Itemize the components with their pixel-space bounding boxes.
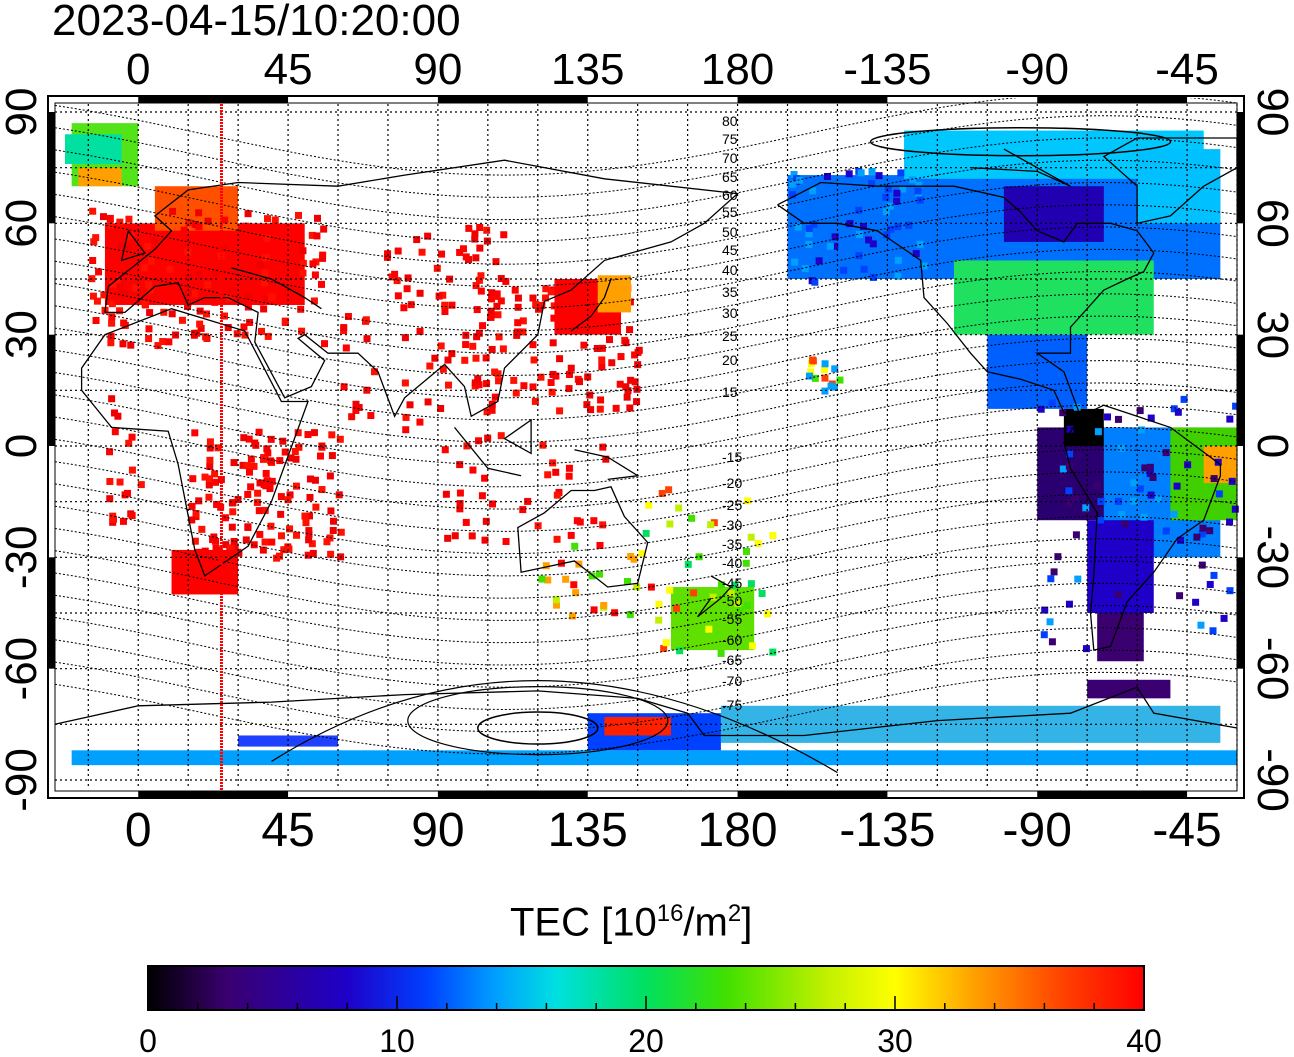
right-lat-label: 90 [1248,88,1294,137]
bottom-longitude-axis: 0 45 90 135 180 -135 -90 -45 [125,804,1222,857]
bottom-lon-label: 45 [261,804,314,857]
tec-data-layer [64,123,1240,766]
timestamp-title: 2023-04-15/10:20:00 [52,0,461,45]
contour-label: 70 [722,150,738,166]
contour-label: -20 [722,475,742,491]
map-frame [47,95,1245,799]
contour-label: 20 [722,352,738,368]
contour-label: 45 [722,242,738,258]
colorbar-tick-label: 20 [628,1023,664,1057]
bottom-lon-label: -135 [839,804,935,857]
contour-label: -25 [722,497,742,513]
contour-label: -35 [722,536,742,552]
bottom-lon-label: 90 [411,804,464,857]
top-longitude-axis: 0 45 90 135 180 -135 -90 -45 [126,45,1219,94]
contour-label: -15 [722,449,742,465]
map-frame-inner [54,102,1238,792]
bottom-lon-label: 0 [125,804,152,857]
top-lon-label: -90 [1005,45,1069,94]
right-lat-label: 30 [1248,310,1294,359]
contour-label: 55 [722,204,738,220]
contour-label: -55 [722,611,742,627]
left-lat-label: -60 [0,637,46,701]
right-lat-label: -60 [1248,637,1294,701]
contour-label: 15 [722,384,738,400]
contour-label: 35 [722,284,738,300]
top-lon-label: 0 [126,45,150,94]
colorbar-tick-label: 10 [379,1023,415,1057]
bottom-lon-label: 135 [548,804,628,857]
bottom-lon-label: -90 [1003,804,1072,857]
top-lon-label: -135 [843,45,931,94]
right-lat-label: 0 [1248,434,1294,458]
top-lon-label: 180 [701,45,774,94]
contour-label: 40 [722,262,738,278]
top-lon-label: 90 [413,45,462,94]
contour-label: -60 [722,632,742,648]
contour-label: -65 [722,652,742,668]
right-lat-label: 60 [1248,199,1294,248]
bottom-lon-label: 180 [698,804,778,857]
right-latitude-axis: 90 60 30 0 -30 -60 -90 [1248,88,1294,812]
left-lat-label: -90 [0,748,46,812]
contour-label: -40 [722,555,742,571]
left-lat-label: 60 [0,199,46,248]
colorbar-tick-label: 0 [139,1023,157,1057]
colorbar-tick-label: 30 [877,1023,913,1057]
graticule [55,104,1238,788]
left-lat-label: 0 [0,434,46,458]
contour-label: 60 [722,187,738,203]
contour-label: -50 [722,593,742,609]
right-lat-label: -30 [1248,526,1294,590]
colorbar-tick-label: 40 [1126,1023,1162,1057]
contour-label: -75 [722,697,742,713]
contour-label: 30 [722,305,738,321]
contour-label: -30 [722,517,742,533]
top-lon-label: 45 [264,45,313,94]
contour-label: -45 [722,575,742,591]
colorbar-tick-labels: 0 10 20 30 40 [139,1023,1162,1057]
contour-label: 25 [722,328,738,344]
top-lon-label: 135 [551,45,624,94]
colorbar-ticks [147,996,1145,1010]
colorbar-title: TEC [1016/m2] [510,900,753,945]
bottom-lon-label: -45 [1152,804,1221,857]
contour-label: -70 [722,673,742,689]
contour-label: 75 [722,131,738,147]
top-lon-label: -45 [1155,45,1219,94]
contour-label: 80 [722,113,738,129]
right-lat-label: -90 [1248,748,1294,812]
left-latitude-axis: 90 60 30 0 -30 -60 -90 [0,88,46,812]
contour-label: 50 [722,224,738,240]
left-lat-label: 90 [0,88,46,137]
left-lat-label: 30 [0,310,46,359]
frame-tick-bars [48,96,1244,798]
magnetic-latitude-contours [54,98,1238,774]
left-lat-label: -30 [0,526,46,590]
contour-label: 65 [722,169,738,185]
